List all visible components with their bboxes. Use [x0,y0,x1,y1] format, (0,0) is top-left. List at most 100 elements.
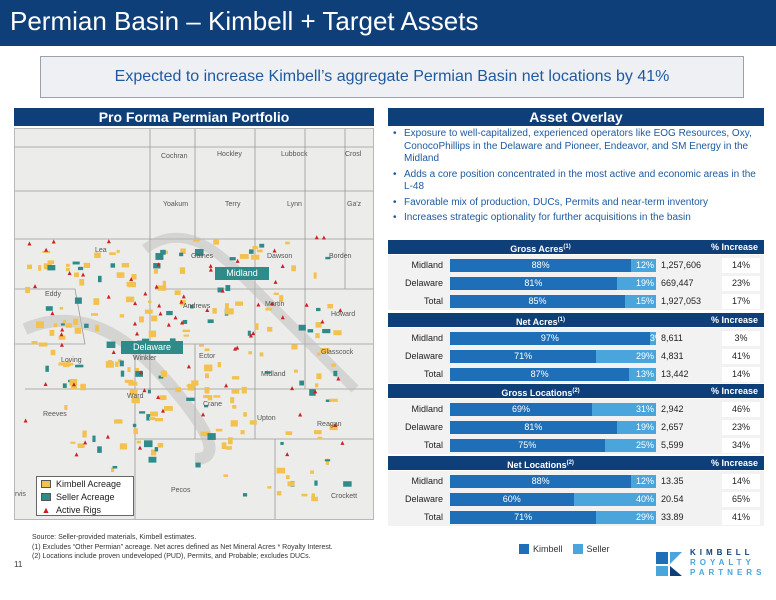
acreage-parcel [224,308,234,315]
table-title: Net Acres(1) [388,313,693,329]
footnote-source: Source: Seller-provided materials, Kimbe… [32,534,197,541]
acreage-parcel [179,267,186,274]
active-rig-marker [158,311,163,316]
acreage-parcel [95,324,100,332]
active-rig-marker [59,332,64,337]
percent-increase: 17% [722,294,760,309]
legend-label: Active Rigs [56,504,102,515]
acreage-parcel [291,344,298,350]
acreage-parcel [75,364,84,368]
acreage-parcel [159,395,167,401]
acreage-parcel [231,376,240,380]
acreage-parcel [35,321,45,329]
row-value: 1,257,606 [661,260,702,270]
logo-line: PARTNERS [690,568,766,577]
active-rig-marker [280,315,285,320]
acreage-parcel [213,395,221,398]
row-value: 20.54 [661,494,684,504]
active-rig-marker [33,284,38,289]
seller-bar-segment: 29% [596,511,656,524]
acreage-parcel [65,323,72,328]
seller-bar-segment: 29% [596,350,656,363]
acreage-parcel [317,436,323,440]
acreage-parcel [109,252,116,256]
acreage-parcel [249,420,257,425]
acreage-parcel [230,397,235,404]
acreage-parcel [200,431,210,437]
acreage-parcel [135,367,139,373]
acreage-parcel [131,274,137,280]
table-body: Midland 88% 12% 1,257,606 14% Delaware 81% 19% 6… [388,255,764,310]
active-rig-marker [256,302,261,307]
split-bar: 60% 40% [450,493,656,506]
acreage-parcel [150,411,158,417]
acreage-parcel [187,383,195,391]
acreage-parcel [175,387,182,393]
active-rig-marker [179,299,184,304]
increase-column-header: % Increase [710,242,758,252]
permian-map: Cochran Hockley Lubbock Crosl Yoakum Ter… [14,128,374,520]
acreage-parcel [139,316,144,323]
active-rig-marker [142,388,147,393]
acreage-parcel [183,334,190,337]
acreage-parcel [240,430,245,435]
seller-bar-segment: 12% [631,259,656,272]
right-panel-header: Asset Overlay [388,108,764,126]
acreage-parcel [267,326,273,332]
acreage-parcel [128,381,138,386]
bar-legend: Kimbell Seller [519,544,610,554]
county-label: rvis [15,491,26,498]
active-rig-marker [50,311,55,316]
seller-legend-label: Seller [586,544,610,554]
table-body: Midland 97% 3% 8,611 3% Delaware 71% 29% 4,831 41… [388,328,764,383]
acreage-parcel [251,254,260,260]
footnote-marker: (2) [566,460,574,466]
acreage-parcel [58,335,66,340]
acreage-parcel [325,458,329,465]
increase-column-header: % Increase [710,315,758,325]
county-label: Crane [203,401,223,408]
acreage-parcel [215,428,223,432]
acreage-parcel [38,342,48,347]
row-value: 2,657 [661,422,684,432]
active-rig-marker [208,267,213,272]
percent-increase: 65% [722,492,760,507]
active-rig-marker [290,386,295,391]
acreage-parcel [232,405,237,409]
row-label: Midland [411,260,443,270]
county-label: Loving [61,357,82,364]
split-bar: 85% 15% [450,295,656,308]
table-title-text: Net Locations [507,460,567,470]
acreage-parcel [224,303,229,310]
active-rig-marker [138,445,143,450]
acreage-parcel [62,319,66,324]
county-label: Midland [261,371,286,378]
county-label: Ward [127,393,144,400]
active-rig-marker [180,320,185,325]
kimbell-legend-label: Kimbell [533,544,563,554]
active-rig-marker [135,331,140,336]
acreage-parcel [230,420,238,427]
row-label: Midland [411,476,443,486]
split-bar: 87% 13% [450,368,656,381]
acreage-parcel [213,239,219,245]
acreage-parcel [264,371,271,374]
acreage-parcel [179,252,184,257]
acreage-parcel [132,423,137,428]
active-rig-marker [166,322,171,327]
row-value: 33.89 [661,512,684,522]
percent-increase: 23% [722,276,760,291]
active-rig-marker [60,327,65,332]
county-label: Hockley [217,151,242,158]
acreage-parcel [160,249,166,255]
table-title-text: Gross Locations [501,388,573,398]
acreage-parcel [120,370,125,377]
table-row: Total 87% 13% 13,442 14% [388,366,764,383]
swatch [41,492,51,501]
acreage-parcel [259,243,265,248]
acreage-parcel [329,398,338,402]
acreage-parcel [294,369,298,373]
county-label: Eddy [45,291,61,298]
acreage-parcel [66,360,71,367]
midland-region-tag: Midland [215,267,269,280]
